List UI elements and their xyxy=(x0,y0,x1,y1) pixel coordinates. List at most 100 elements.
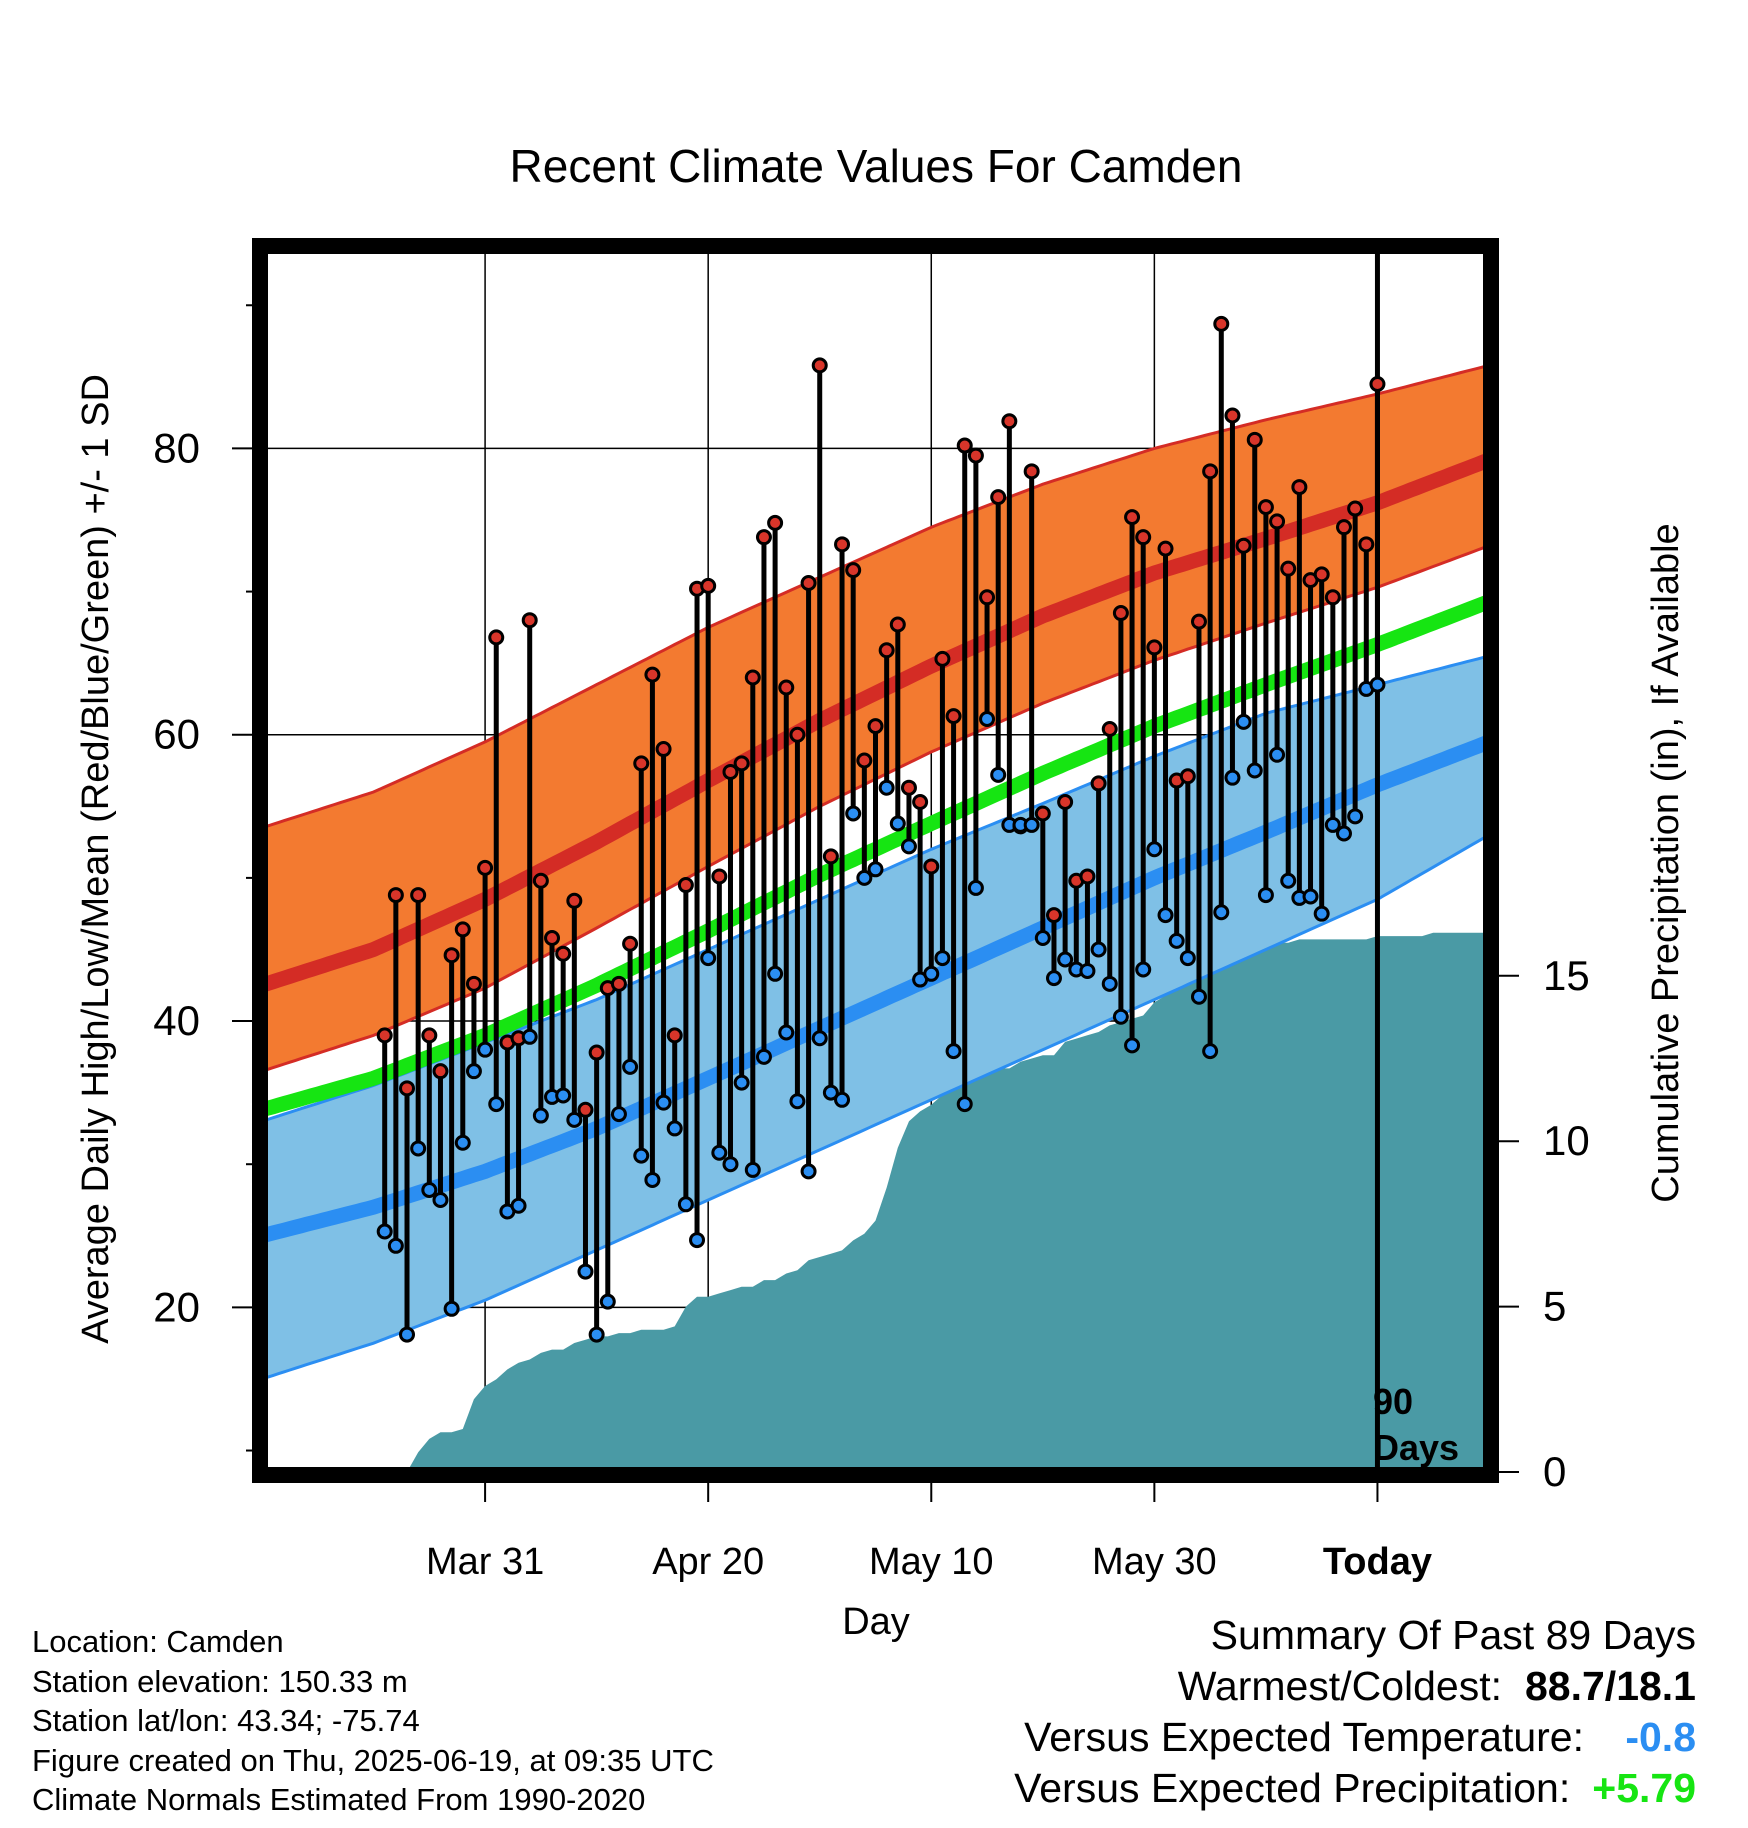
daily-low-point xyxy=(755,1048,772,1065)
daily-low-point xyxy=(588,1326,605,1343)
daily-high-point xyxy=(677,877,694,894)
daily-high-point xyxy=(1045,907,1062,924)
daily-low-point xyxy=(945,1043,962,1060)
precipitation-area xyxy=(262,932,1489,1472)
daily-high-point xyxy=(1190,613,1207,630)
daily-low-point xyxy=(878,779,895,796)
daily-high-point xyxy=(1101,721,1118,738)
y-tick-label: 40 xyxy=(153,997,200,1044)
daily-high-point xyxy=(432,1063,449,1080)
daily-high-point xyxy=(967,447,984,464)
daily-low-point xyxy=(1124,1037,1141,1054)
daily-high-point xyxy=(1001,413,1018,430)
daily-low-point xyxy=(599,1293,616,1310)
daily-high-point xyxy=(1057,794,1074,811)
daily-high-point xyxy=(778,679,795,696)
daily-high-point xyxy=(443,947,460,964)
daily-low-point xyxy=(399,1326,416,1343)
x-axis-label: Day xyxy=(842,1601,910,1643)
daily-high-point xyxy=(1313,566,1330,583)
daily-high-point xyxy=(544,930,561,947)
daily-high-point xyxy=(811,357,828,374)
daily-high-point xyxy=(1257,499,1274,516)
daily-low-point xyxy=(655,1094,672,1111)
x-tick-label: Mar 31 xyxy=(426,1541,544,1583)
daily-low-point xyxy=(465,1063,482,1080)
daily-low-point xyxy=(454,1134,471,1151)
daily-high-point xyxy=(1280,560,1297,577)
daily-low-point xyxy=(900,838,917,855)
daily-low-point xyxy=(1213,904,1230,921)
daily-low-point xyxy=(1045,970,1062,987)
daily-high-point xyxy=(1246,431,1263,448)
axes: 20 40 60 80 0 5 10 15 Mar 31 Apr 20 May 10 May 30 To… xyxy=(153,304,1590,1583)
daily-high-point xyxy=(488,629,505,646)
daily-high-point xyxy=(934,650,951,667)
daily-high-point xyxy=(945,708,962,725)
plot-frame xyxy=(252,238,1499,1483)
station-location: Location: Camden xyxy=(32,1624,284,1659)
daily-high-point xyxy=(733,755,750,772)
daily-low-point xyxy=(1280,872,1297,889)
daily-low-point xyxy=(432,1192,449,1208)
daily-high-point xyxy=(923,858,940,875)
daily-high-point xyxy=(521,612,538,629)
daily-low-point xyxy=(1023,816,1040,833)
x-tick-label: May 30 xyxy=(1092,1541,1217,1583)
daily-high-point xyxy=(421,1027,438,1044)
warmest-coldest-value: 88.7/18.1 xyxy=(1525,1663,1696,1709)
daily-low-point xyxy=(889,815,906,832)
daily-high-point xyxy=(1090,775,1107,792)
daily-high-point xyxy=(789,726,806,743)
daily-high-point xyxy=(1269,513,1286,530)
daily-low-point xyxy=(1335,825,1352,842)
summary-temperature-row: Versus Expected Temperature: -0.8 xyxy=(1014,1712,1696,1763)
daily-low-point xyxy=(1090,941,1107,958)
daily-high-point xyxy=(1023,463,1040,480)
daily-high-point xyxy=(577,1101,594,1118)
daily-low-point xyxy=(700,950,717,967)
daily-low-point xyxy=(1112,1008,1129,1025)
daily-low-point xyxy=(1246,762,1263,779)
daily-low-point xyxy=(555,1087,572,1104)
daily-low-point xyxy=(934,950,951,967)
daily-high-point xyxy=(700,577,717,594)
daily-high-point xyxy=(588,1044,605,1061)
daily-high-point xyxy=(800,574,817,591)
daily-high-point xyxy=(555,945,572,962)
daily-high-point xyxy=(956,437,973,454)
daily-low-point xyxy=(722,1156,739,1173)
daily-low-point xyxy=(1347,808,1364,825)
daily-low-point xyxy=(488,1096,505,1113)
daily-high-point xyxy=(1034,805,1051,822)
daily-low-point xyxy=(789,1093,806,1110)
daily-high-point xyxy=(834,536,851,553)
daily-high-point xyxy=(767,514,784,531)
climate-normals-source: Climate Normals Estimated From 1990-2020 xyxy=(32,1782,646,1817)
daily-low-point xyxy=(689,1232,706,1249)
daily-low-point xyxy=(711,1144,728,1161)
daily-high-point xyxy=(1213,315,1230,332)
daily-low-point xyxy=(666,1120,683,1137)
daily-high-point xyxy=(1335,519,1352,536)
y-tick-label: 60 xyxy=(153,711,200,758)
daily-high-point xyxy=(744,669,761,686)
daily-low-point xyxy=(1269,746,1286,763)
figure-created: Figure created on Thu, 2025-06-19, at 09… xyxy=(32,1742,714,1778)
station-info: Location: Camden Station elevation: 150.… xyxy=(32,1622,714,1820)
daily-low-point xyxy=(990,766,1007,783)
chart-title: Recent Climate Values For Camden xyxy=(510,140,1243,192)
daily-low-point xyxy=(1146,841,1163,858)
station-latlon: Station lat/lon: 43.34; -75.74 xyxy=(32,1703,420,1738)
daily-low-point xyxy=(610,1106,627,1123)
daily-low-point xyxy=(510,1197,527,1214)
daily-low-point xyxy=(1257,887,1274,904)
daily-high-point xyxy=(722,763,739,780)
daily-low-point xyxy=(923,965,940,982)
y-axis-label: Average Daily High/Low/Mean (Red/Blue/Gr… xyxy=(75,374,117,1344)
daily-high-point xyxy=(1347,500,1364,517)
daily-high-point xyxy=(1291,479,1308,496)
y2-tick-label: 5 xyxy=(1543,1283,1566,1330)
daily-low-point xyxy=(1057,951,1074,968)
daily-high-point xyxy=(1369,376,1386,392)
